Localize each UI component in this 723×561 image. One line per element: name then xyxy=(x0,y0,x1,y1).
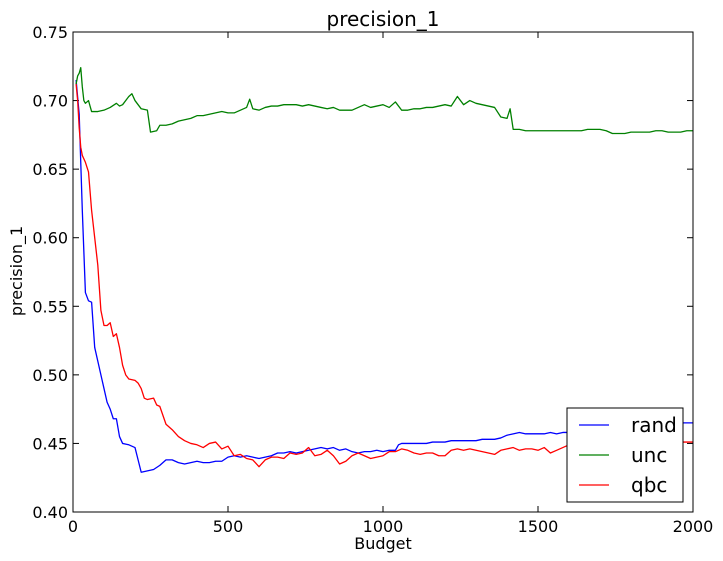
y-tick-label: 0.60 xyxy=(32,229,68,248)
plot-frame xyxy=(72,31,694,513)
x-axis-ticks: 0 500 1000 1500 2000 xyxy=(68,32,713,536)
y-axis-label: precision_1 xyxy=(7,226,27,316)
x-tick-label: 0 xyxy=(68,517,78,536)
legend-label-unc: unc xyxy=(631,443,667,467)
chart-title: precision_1 xyxy=(327,7,440,31)
x-tick-label: 1500 xyxy=(518,517,559,536)
y-tick-label: 0.45 xyxy=(32,434,68,453)
y-tick-label: 0.75 xyxy=(32,23,68,42)
chart-legend: rand unc qbc xyxy=(566,407,684,503)
y-tick-label: 0.50 xyxy=(32,366,68,385)
series-line-unc xyxy=(75,67,693,135)
x-axis-label: Budget xyxy=(354,534,412,553)
x-tick-label: 2000 xyxy=(673,517,714,536)
legend-label-qbc: qbc xyxy=(631,473,667,497)
x-tick-label: 500 xyxy=(213,517,244,536)
y-tick-label: 0.55 xyxy=(32,297,68,316)
y-tick-label: 0.40 xyxy=(32,503,68,522)
y-tick-label: 0.70 xyxy=(32,92,68,111)
y-axis-ticks: 0.40 0.45 0.50 0.55 0.60 0.65 0.70 0.75 xyxy=(32,23,693,522)
x-tick-label: 1000 xyxy=(363,517,404,536)
y-tick-label: 0.65 xyxy=(32,160,68,179)
legend-label-rand: rand xyxy=(631,413,677,437)
